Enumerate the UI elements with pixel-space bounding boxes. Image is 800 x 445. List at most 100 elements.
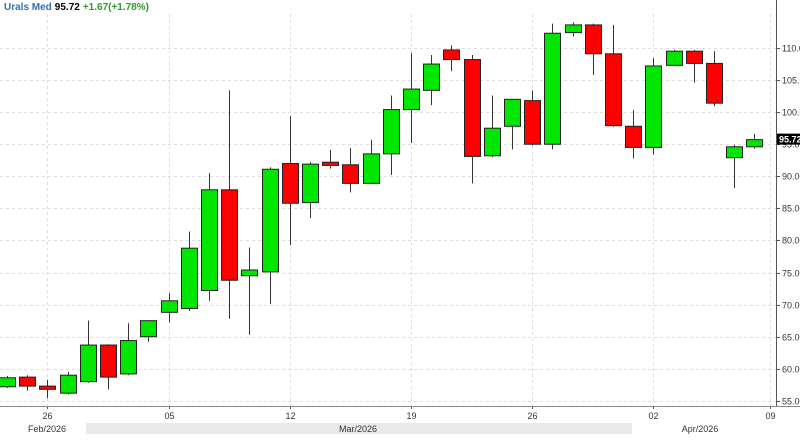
candle-body (80, 344, 97, 383)
candle (423, 55, 440, 106)
candle (585, 23, 602, 75)
candle (161, 293, 178, 323)
candle-body (342, 164, 359, 184)
candle-body (524, 100, 541, 145)
candles (0, 22, 763, 399)
candle (100, 344, 117, 390)
candle-body (120, 340, 137, 375)
candle-body (322, 161, 339, 166)
candle-body (241, 269, 258, 277)
candle (544, 23, 561, 150)
candle (363, 139, 380, 185)
candle (282, 116, 299, 245)
candle-body (19, 376, 36, 387)
candle-body (746, 139, 763, 148)
candle (625, 110, 642, 159)
candle (645, 58, 662, 155)
month-band (0, 423, 86, 434)
axes: 55.00 60.00 65.00 70.00 75.00 80.00 85.00 90.00… (0, 0, 800, 434)
candle-body (262, 168, 279, 273)
candle-body (706, 62, 723, 104)
month-label: Mar/2026 (339, 424, 377, 434)
y-tick-label: 80.00 (782, 236, 800, 246)
candle-body (484, 127, 501, 157)
candle (241, 247, 258, 335)
candle (80, 320, 97, 383)
last-price-axis-label: 95.72 (779, 135, 800, 145)
candle-body (403, 88, 420, 111)
candle-body (605, 53, 622, 127)
candle (686, 49, 703, 83)
candle-body (726, 146, 743, 159)
candle-body (585, 24, 602, 55)
chart-header: Urals Med 95.72 +1.67(+1.78%) (4, 2, 149, 13)
y-tick-label: 70.00 (782, 301, 800, 311)
candle-body (464, 59, 481, 157)
candle (302, 162, 319, 219)
last-price: 95.72 (54, 2, 80, 13)
candle (484, 95, 501, 158)
y-tick-label: 60.00 (782, 365, 800, 375)
y-tick-label: 65.00 (782, 333, 800, 343)
candle-body (645, 65, 662, 148)
grid (0, 14, 776, 406)
candle-body (504, 98, 521, 127)
candle-body (686, 50, 703, 64)
candle-body (140, 320, 157, 338)
candle-body (666, 50, 683, 66)
candle (262, 167, 279, 304)
candle-body (221, 189, 238, 281)
candle (565, 22, 582, 37)
candle (504, 98, 521, 150)
y-tick-label: 100.0 (782, 108, 800, 118)
candle (120, 323, 137, 376)
month-band (632, 423, 800, 434)
candle-body (383, 109, 400, 155)
candle (726, 144, 743, 188)
candle (19, 375, 36, 391)
candle (666, 49, 683, 66)
candle (524, 90, 541, 146)
candle (39, 379, 56, 399)
candle-body (363, 153, 380, 184)
x-tick-label: 02 (648, 411, 658, 421)
month-label: Feb/2026 (28, 424, 66, 434)
candle (140, 320, 157, 342)
x-tick-label: 12 (285, 411, 295, 421)
candle (60, 371, 77, 395)
candle (403, 53, 420, 143)
candle (383, 95, 400, 176)
candle-body (39, 385, 56, 390)
candle (0, 375, 16, 389)
candle-body (201, 189, 218, 292)
candle (342, 148, 359, 193)
candle (443, 45, 460, 72)
y-tick-label: 110.0 (782, 44, 800, 54)
candle-body (544, 32, 561, 145)
candle (605, 24, 622, 127)
candle (464, 55, 481, 184)
candle (201, 173, 218, 301)
candle-body (625, 125, 642, 148)
candle (181, 231, 198, 312)
candle-body (302, 163, 319, 204)
month-label: Apr/2026 (682, 424, 719, 434)
candle-body (282, 162, 299, 204)
y-tick-label: 105.0 (782, 76, 800, 86)
last-price-marker (777, 133, 800, 145)
y-tick-label: 75.00 (782, 269, 800, 279)
candle (746, 133, 763, 149)
candle-body (100, 344, 117, 378)
candle-body (181, 247, 198, 309)
price-change: +1.67(+1.78%) (82, 2, 149, 13)
candle (221, 90, 238, 319)
candle-body (60, 374, 77, 394)
candle-body (161, 300, 178, 313)
y-tick-label: 55.00 (782, 397, 800, 407)
candle-body (0, 377, 16, 388)
candle-body (443, 49, 460, 61)
x-tick-label: 09 (765, 411, 775, 421)
x-tick-label: 26 (42, 411, 52, 421)
symbol-name: Urals Med (4, 2, 52, 13)
